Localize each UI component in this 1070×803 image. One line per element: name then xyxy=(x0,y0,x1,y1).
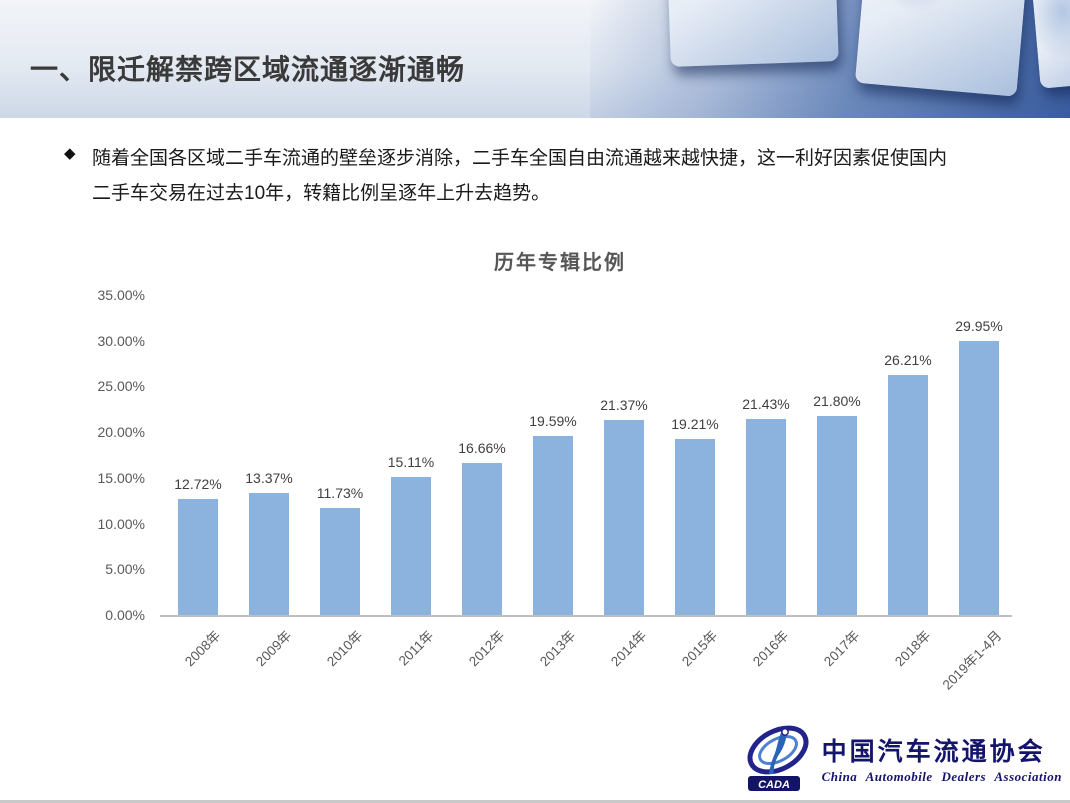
bar-value-label: 19.59% xyxy=(529,412,577,429)
x-axis-category-label: 2009年 xyxy=(253,627,295,670)
bar-value-label: 19.21% xyxy=(671,416,719,433)
svg-text:CADA: CADA xyxy=(758,779,790,791)
x-axis-category-label: 2008年 xyxy=(182,627,224,670)
chart-title: 历年专辑比例 xyxy=(494,252,626,274)
bar-value-label: 29.95% xyxy=(955,318,1003,335)
bar xyxy=(462,462,502,615)
x-axis-category-label: 2013年 xyxy=(537,627,579,670)
y-axis-tick-label: 0.00% xyxy=(105,607,145,623)
logo-name-chinese: 中国汽车流通协会 xyxy=(821,738,1046,766)
bar xyxy=(959,341,999,615)
bar-value-label: 15.11% xyxy=(387,453,435,470)
bullet-line-1: 随着全国各区域二手车流通的壁垒逐步消除，二手车全国自由流通越来越快捷，这一利好因… xyxy=(92,148,948,169)
y-axis-tick-label: 5.00% xyxy=(105,561,145,578)
y-axis-tick-label: 20.00% xyxy=(97,424,145,441)
x-axis-category-label: 2015年 xyxy=(679,627,721,670)
x-axis-category-label: 2019年1-4月 xyxy=(939,627,1005,693)
x-axis-category-label: 2016年 xyxy=(750,627,792,670)
x-axis-category-label: 2010年 xyxy=(324,627,366,670)
x-axis-category-label: 2012年 xyxy=(466,627,508,670)
bar-value-label: 11.73% xyxy=(316,484,364,501)
y-axis-tick-label: 15.00% xyxy=(97,469,145,486)
y-axis-tick-label: 10.00% xyxy=(97,515,145,532)
bullet-line-2: 二手车交易在过去10年，转籍比例呈逐年上升去趋势。 xyxy=(92,183,551,204)
bar-value-label: 26.21% xyxy=(884,352,932,369)
bar xyxy=(533,435,573,615)
x-axis-category-label: 2017年 xyxy=(821,627,863,670)
bar xyxy=(178,498,218,615)
bar xyxy=(746,419,786,615)
y-axis-tick-label: 25.00% xyxy=(97,378,145,395)
globe-cube-graphic xyxy=(665,0,839,67)
bar-value-label: 21.37% xyxy=(600,396,648,413)
header-banner: 一、限迁解禁跨区域流通逐渐通畅 xyxy=(0,0,1070,118)
globe-cube-graphic xyxy=(854,0,1032,97)
bar xyxy=(888,375,928,615)
chart-xlabels: 2008年 2009年 2010年 2011年 2012年 2013年 2014年 2015年… xyxy=(160,621,1012,721)
bar-value-label: 21.80% xyxy=(813,392,861,409)
x-axis-category-label: 2018年 xyxy=(892,627,934,670)
bar-value-label: 21.43% xyxy=(742,396,790,413)
bar xyxy=(675,439,715,615)
chart-plot: 12.72% 13.37% 11.73% 15.11% 16.66% 19.59% 21.3… xyxy=(160,295,1012,617)
bar xyxy=(249,492,289,615)
bar-value-label: 16.66% xyxy=(458,439,506,456)
bar xyxy=(604,419,644,615)
diamond-bullet-icon: ◆ xyxy=(64,145,76,162)
cada-logo-icon: CADA xyxy=(747,725,809,791)
x-axis-category-label: 2014年 xyxy=(608,627,650,670)
bar xyxy=(320,507,360,615)
y-axis-tick-label: 35.00% xyxy=(97,287,145,303)
bullet-paragraph: ◆ 随着全国各区域二手车流通的壁垒逐步消除，二手车全国自由流通越来越快捷，这一利… xyxy=(0,141,1070,211)
x-axis-category-label: 2011年 xyxy=(395,627,437,669)
y-axis-tick-label: 30.00% xyxy=(97,332,145,349)
cada-logo: CADA 中国汽车流通协会 China Automobile Dealers A… xyxy=(744,722,1062,794)
bar xyxy=(817,415,857,615)
bar-value-label: 13.37% xyxy=(245,469,293,486)
page-title: 一、限迁解禁跨区域流通逐渐通畅 xyxy=(30,54,466,85)
bar-value-label: 12.72% xyxy=(174,475,222,492)
bar xyxy=(391,476,431,615)
logo-name-english: China Automobile Dealers Association xyxy=(821,768,1062,784)
